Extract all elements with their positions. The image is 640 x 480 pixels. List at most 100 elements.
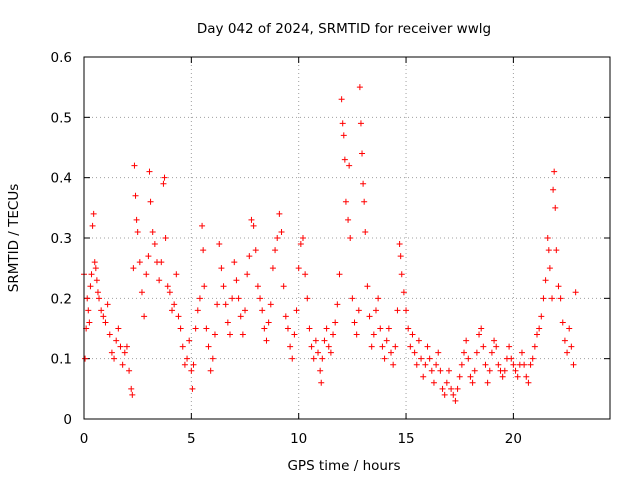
data-point [435,349,442,356]
data-point [407,343,414,350]
data-point [564,349,571,356]
data-point [349,295,356,302]
data-point [108,349,115,356]
data-point [418,355,425,362]
y-tick-label: 0.3 [51,231,72,247]
data-point [315,349,322,356]
data-point [145,253,152,260]
data-point [342,198,349,205]
data-point [514,373,521,380]
x-tick-label: 15 [397,431,414,447]
data-point [207,367,214,374]
data-point [538,313,545,320]
data-point [550,186,557,193]
data-point [523,373,530,380]
data-point [534,331,541,338]
data-point [454,385,461,392]
data-point [177,325,184,332]
data-point [336,271,343,278]
data-point [136,259,143,266]
data-point [87,283,94,290]
data-point [186,337,193,344]
data-point [379,343,386,350]
data-point [499,373,506,380]
data-point [480,343,487,350]
x-axis-label: GPS time / hours [287,458,400,474]
data-point [287,343,294,350]
data-point [299,235,306,241]
data-point [84,295,91,302]
data-point [190,361,197,368]
data-point [542,277,549,284]
plot-frame [83,56,611,420]
data-point [482,361,489,368]
data-point [366,313,373,320]
data-point [456,373,463,380]
data-point [138,289,145,296]
data-point [356,84,363,91]
data-point [160,180,167,187]
data-point [370,331,377,338]
data-point [540,295,547,302]
data-point [362,228,369,235]
data-point [131,162,138,169]
data-point [351,319,358,326]
data-point [508,355,515,362]
data-point [128,385,135,392]
data-point [437,367,444,374]
data-point [229,295,236,302]
data-point [559,319,566,326]
data-point [549,295,556,302]
data-point [394,307,401,314]
data-point [323,325,330,332]
data-point [433,361,440,368]
data-point [555,283,562,290]
data-point [332,319,339,326]
data-point [345,216,352,223]
data-point [448,385,455,392]
data-point [196,295,203,302]
data-point [113,337,120,344]
data-point [327,349,334,356]
data-point [544,235,551,241]
data-point [272,247,279,254]
data-point [175,313,182,320]
data-point [413,361,420,368]
data-point [381,355,388,362]
data-point [235,295,242,302]
data-point [111,355,118,362]
data-point [231,259,238,266]
data-point [518,349,525,356]
data-point [156,277,163,284]
data-point [461,349,468,356]
data-point [426,355,433,362]
data-point [130,265,137,272]
data-point [325,343,332,350]
axis-ticks: 0 0.1 0.2 0.3 0.4 0.5 0.6 0 5 10 15 20 [51,50,610,447]
data-point [252,247,259,254]
data-point [276,210,283,217]
data-point [372,307,379,314]
data-point [106,331,113,338]
data-point [424,343,431,350]
data-point [428,367,435,374]
data-point [203,325,210,332]
data-point [357,120,364,127]
data-point [201,283,208,290]
data-point [226,331,233,338]
data-point [90,210,97,217]
data-point [493,343,500,350]
data-point [188,367,195,374]
data-point [146,168,153,175]
data-point [510,361,517,368]
data-point [293,307,300,314]
data-point [224,319,231,326]
data-point [129,391,136,398]
data-point [388,349,395,356]
data-point [244,271,251,278]
data-point [123,343,130,350]
data-point [355,307,362,314]
data-point [422,361,429,368]
data-point [557,295,564,302]
data-point [91,259,98,266]
